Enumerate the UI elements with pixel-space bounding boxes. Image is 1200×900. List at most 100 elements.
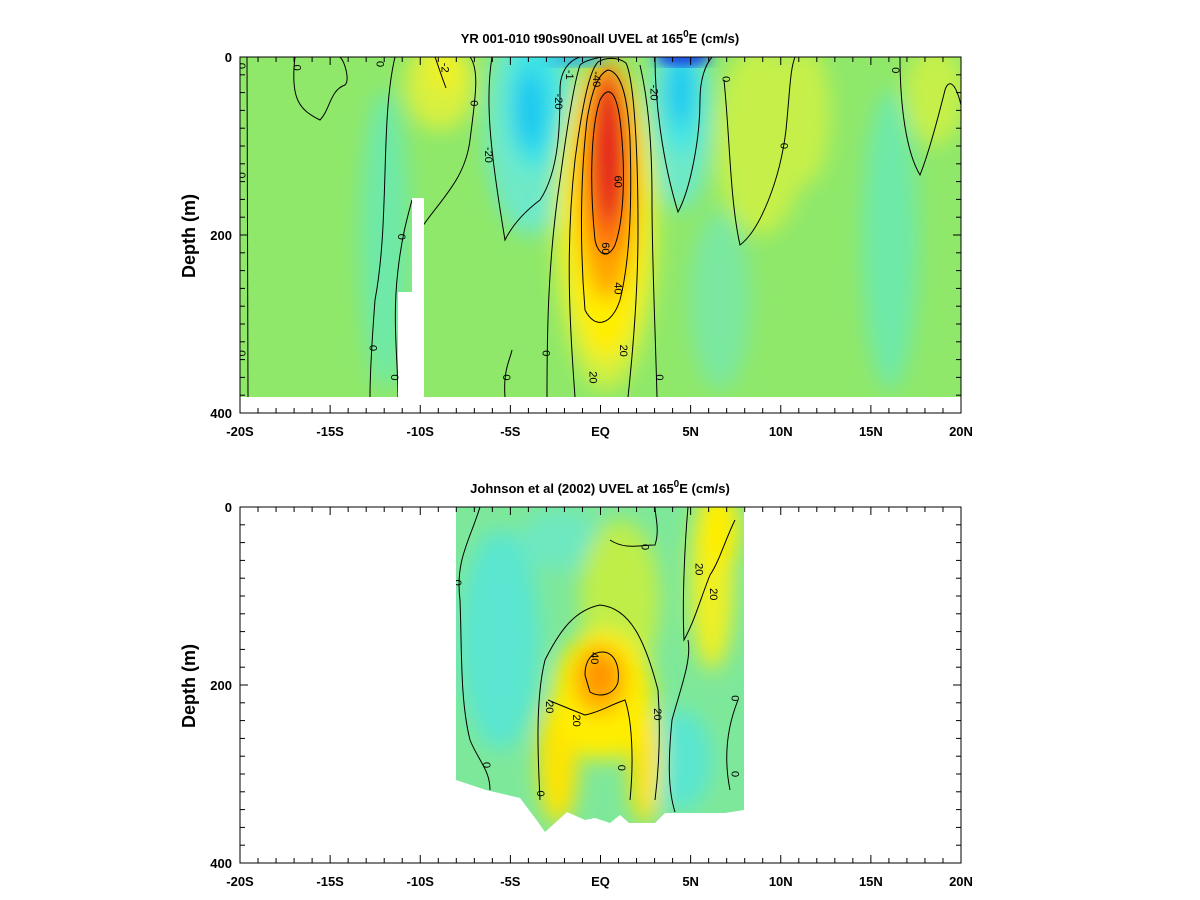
bottom-x-tick-label: 5N bbox=[682, 874, 699, 889]
top-x-tick-label: -10S bbox=[407, 424, 435, 439]
top-contour-zero-10 bbox=[899, 57, 961, 177]
top-contour-label: 40 bbox=[612, 282, 624, 294]
top-y-tick-label: 400 bbox=[210, 406, 232, 421]
top-contour-zero-7 bbox=[546, 57, 606, 397]
bottom-contour-zero-left bbox=[458, 507, 491, 791]
top-contour-label: 0 bbox=[539, 350, 551, 356]
bottom-contour-label: 40 bbox=[588, 652, 600, 664]
bottom-contour-label: 0 bbox=[534, 791, 546, 797]
bottom-euc-core bbox=[584, 655, 616, 695]
top-contour-zero-11 bbox=[434, 57, 447, 89]
bottom-contour-zero-top bbox=[609, 507, 658, 547]
top-panel: YR 001-010 t90s90noall UVEL at 1650E (cm… bbox=[179, 29, 973, 439]
top-x-tick-label: -20S bbox=[226, 424, 254, 439]
top-surface-cyan bbox=[545, 57, 605, 66]
bottom-contour-label: 0 bbox=[639, 544, 651, 550]
top-surface-strip bbox=[545, 57, 711, 66]
bottom-contour-label: 0 bbox=[729, 695, 741, 701]
top-contour-label: 0 bbox=[500, 374, 512, 380]
top-contour-label: 20 bbox=[586, 371, 598, 383]
bottom-x-tick-label: 15N bbox=[859, 874, 883, 889]
bottom-blob-cyan-top bbox=[520, 510, 600, 570]
bottom-contour-label: 0 bbox=[480, 762, 492, 768]
top-blob-green-band-mid bbox=[690, 210, 750, 390]
top-mask-1 bbox=[398, 292, 424, 397]
top-contour-label: -20 bbox=[482, 147, 494, 163]
top-euc-red bbox=[594, 75, 624, 225]
top-contour-label: 0 bbox=[467, 100, 479, 106]
top-blob-east-18n bbox=[905, 57, 961, 145]
top-contour-zero-6 bbox=[504, 349, 513, 397]
top-contour-label: 0 bbox=[374, 61, 386, 67]
top-contour-neg20-2 bbox=[654, 57, 713, 214]
top-contour-label: 60 bbox=[599, 242, 611, 254]
top-contour-label: 60 bbox=[612, 175, 624, 187]
bottom-title-suffix: E (cm/s) bbox=[679, 481, 730, 496]
top-contour-zero-8 bbox=[639, 64, 658, 397]
top-contour-label: -20 bbox=[552, 94, 564, 110]
bottom-x-tick-label: 20N bbox=[949, 874, 973, 889]
top-x-tick-label: EQ bbox=[591, 424, 610, 439]
bottom-blob-cyan-left bbox=[460, 530, 540, 750]
bottom-blob-east-top-b bbox=[700, 507, 740, 570]
top-mask-2 bbox=[412, 198, 424, 298]
top-x-tick-label: 15N bbox=[859, 424, 883, 439]
top-blob-green-band-w bbox=[360, 90, 410, 390]
top-y-tick-label: 0 bbox=[225, 50, 232, 65]
top-blob-west-north-deep bbox=[668, 57, 692, 125]
bottom-panel-title: Johnson et al (2002) UVEL at 1650E (cm/s… bbox=[470, 479, 730, 496]
top-contour-label: 0 bbox=[235, 63, 247, 69]
top-x-tick-label: 5N bbox=[682, 424, 699, 439]
top-plot-field: 0 0 0 0 0 0 0 0 0 -20 -20 0 0 -1 -40 60 60 40 20 20 -20 0 0 0 0 -… bbox=[235, 57, 961, 397]
top-x-tick-label: -5S bbox=[500, 424, 521, 439]
top-blob-green-band-e bbox=[862, 90, 918, 390]
bottom-y-tick-label: 200 bbox=[210, 678, 232, 693]
top-contour-zero-3 bbox=[369, 57, 396, 397]
bottom-contour-label: 20 bbox=[570, 714, 582, 726]
top-title-degree: 0 bbox=[683, 29, 689, 40]
bottom-contour-40 bbox=[584, 651, 619, 696]
bottom-data-area: 0 0 20 20 40 20 20 20 0 0 0 0 0 bbox=[451, 507, 744, 832]
top-contour-label: 0 bbox=[889, 67, 901, 73]
bottom-contour-label: 20 bbox=[543, 701, 555, 713]
bottom-title-degree: 0 bbox=[674, 479, 680, 490]
top-contour-label: 0 bbox=[235, 350, 247, 356]
top-contour-label: 0 bbox=[235, 172, 247, 178]
top-contour-label: 0 bbox=[720, 76, 732, 82]
top-contour-label: 0 bbox=[653, 374, 665, 380]
top-contours bbox=[246, 57, 961, 397]
bottom-contour-20-inner bbox=[547, 699, 633, 801]
top-x-tick-label: -15S bbox=[316, 424, 344, 439]
bottom-x-tick-label: -10S bbox=[407, 874, 435, 889]
top-contour-label: -1 bbox=[563, 70, 575, 80]
top-contour-neg20-1 bbox=[488, 57, 581, 242]
bottom-contour-label: 20 bbox=[693, 563, 705, 575]
top-contour-label: 0 bbox=[777, 143, 789, 149]
bottom-contour-label: 20 bbox=[707, 588, 719, 600]
bottom-y-tick-label: 0 bbox=[225, 500, 232, 515]
bottom-contour-20-main bbox=[537, 604, 660, 801]
top-contour-label: 0 bbox=[366, 345, 378, 351]
bottom-contour-label: 0 bbox=[451, 580, 463, 586]
top-x-tick-label: 10N bbox=[769, 424, 793, 439]
top-contour-zero-1 bbox=[246, 57, 249, 397]
bottom-contour-zero-right2 bbox=[726, 699, 739, 791]
top-title-main: YR 001-010 t90s90noall UVEL at 165 bbox=[461, 31, 683, 46]
top-contour-label: 0 bbox=[291, 65, 303, 71]
top-blob-west-south-deep bbox=[516, 70, 544, 150]
top-contour-zero-5 bbox=[419, 57, 477, 231]
top-contour-40 bbox=[580, 69, 632, 323]
bottom-contour-label: 0 bbox=[729, 771, 741, 777]
bottom-title-main: Johnson et al (2002) UVEL at 165 bbox=[470, 481, 674, 496]
top-contour-label: 0 bbox=[395, 234, 407, 240]
top-contour-zero-2 bbox=[293, 57, 348, 121]
bottom-x-tick-label: EQ bbox=[591, 874, 610, 889]
top-x-tick-label: 20N bbox=[949, 424, 973, 439]
top-contour-zero-9 bbox=[723, 57, 796, 246]
top-contour-60 bbox=[591, 91, 624, 255]
top-contour-label: 20 bbox=[617, 345, 629, 357]
top-contour-labels: 0 0 0 0 0 0 0 0 0 -20 -20 0 0 -1 -40 60 60 40 20 20 -20 0 0 0 0 -… bbox=[235, 61, 901, 383]
